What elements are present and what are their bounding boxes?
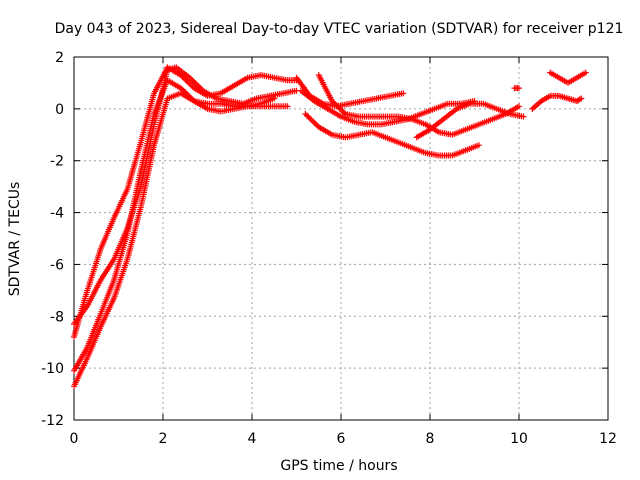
series-track-8 [315,72,522,138]
data-point [475,142,482,149]
y-tick-label: -8 [50,309,64,325]
y-axis-label: SDTVAR / TECUs [7,182,23,297]
chart-title: Day 043 of 2023, Sidereal Day-to-day VTE… [55,21,624,37]
data-points [71,64,589,390]
grid [74,57,608,420]
y-tick-label: 2 [55,50,64,66]
data-point [516,85,522,92]
x-tick-label: 12 [599,431,617,447]
series-track-7 [302,111,482,159]
y-tick-label: -10 [41,361,64,377]
y-tick-label: -2 [50,154,64,170]
y-tick-label: -6 [50,257,64,273]
series-track-6 [297,87,478,128]
data-point [284,103,291,110]
x-tick-label: 2 [159,431,168,447]
data-point [516,103,522,110]
y-tick-label: -4 [50,206,64,222]
data-point [400,90,407,97]
x-tick-label: 8 [426,431,435,447]
y-tick-label: -12 [41,413,64,429]
data-point [271,95,278,102]
series-track-4 [71,77,278,374]
x-tick-label: 0 [70,431,79,447]
x-axis-label: GPS time / hours [280,458,397,474]
x-tick-label: 6 [337,431,346,447]
x-tick-label: 10 [510,431,528,447]
y-tick-label: 0 [55,102,64,118]
series-track-11 [547,69,589,86]
axis-ticks: 0 2 4 6 8 10 12 -12 -10 -8 -6 -4 -2 0 2 [41,50,617,447]
data-point [520,113,527,120]
data-point [582,69,589,76]
series-track-5 [293,74,407,110]
series-track-2 [71,64,300,340]
series-track-12 [511,85,522,92]
series-track-9 [413,100,527,141]
x-tick-label: 4 [248,431,257,447]
data-point [578,95,585,102]
series-track-10 [529,92,585,112]
